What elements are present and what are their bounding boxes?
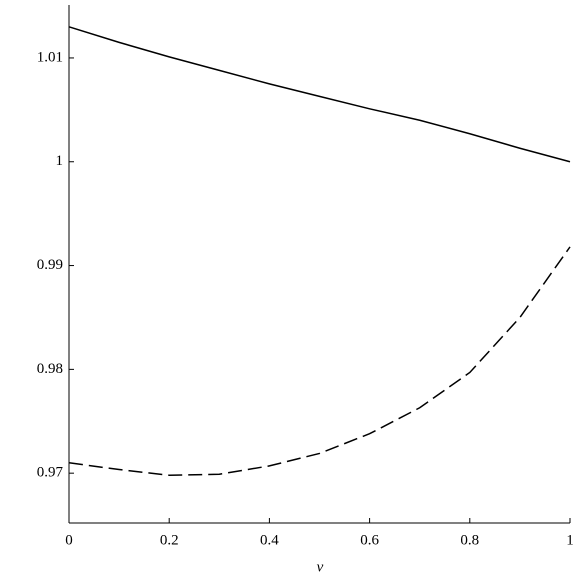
line-series — [68, 246, 571, 476]
x-axis-label: v — [317, 559, 324, 575]
x-tick-label: 0.8 — [460, 532, 479, 548]
y-tick-label: 0.98 — [37, 361, 63, 377]
x-tick-label: 0.6 — [360, 532, 379, 548]
x-tick-label: 1 — [566, 532, 574, 548]
y-tick-label: 0.99 — [37, 257, 63, 273]
line-series — [68, 26, 571, 163]
y-tick-label: 1.01 — [37, 49, 63, 65]
x-tick-label: 0.4 — [260, 532, 279, 548]
y-tick-label: 0.97 — [37, 465, 64, 481]
x-tick-label: 0.2 — [160, 532, 179, 548]
y-tick-label: 1 — [56, 153, 64, 169]
x-tick-label: 0 — [65, 532, 73, 548]
